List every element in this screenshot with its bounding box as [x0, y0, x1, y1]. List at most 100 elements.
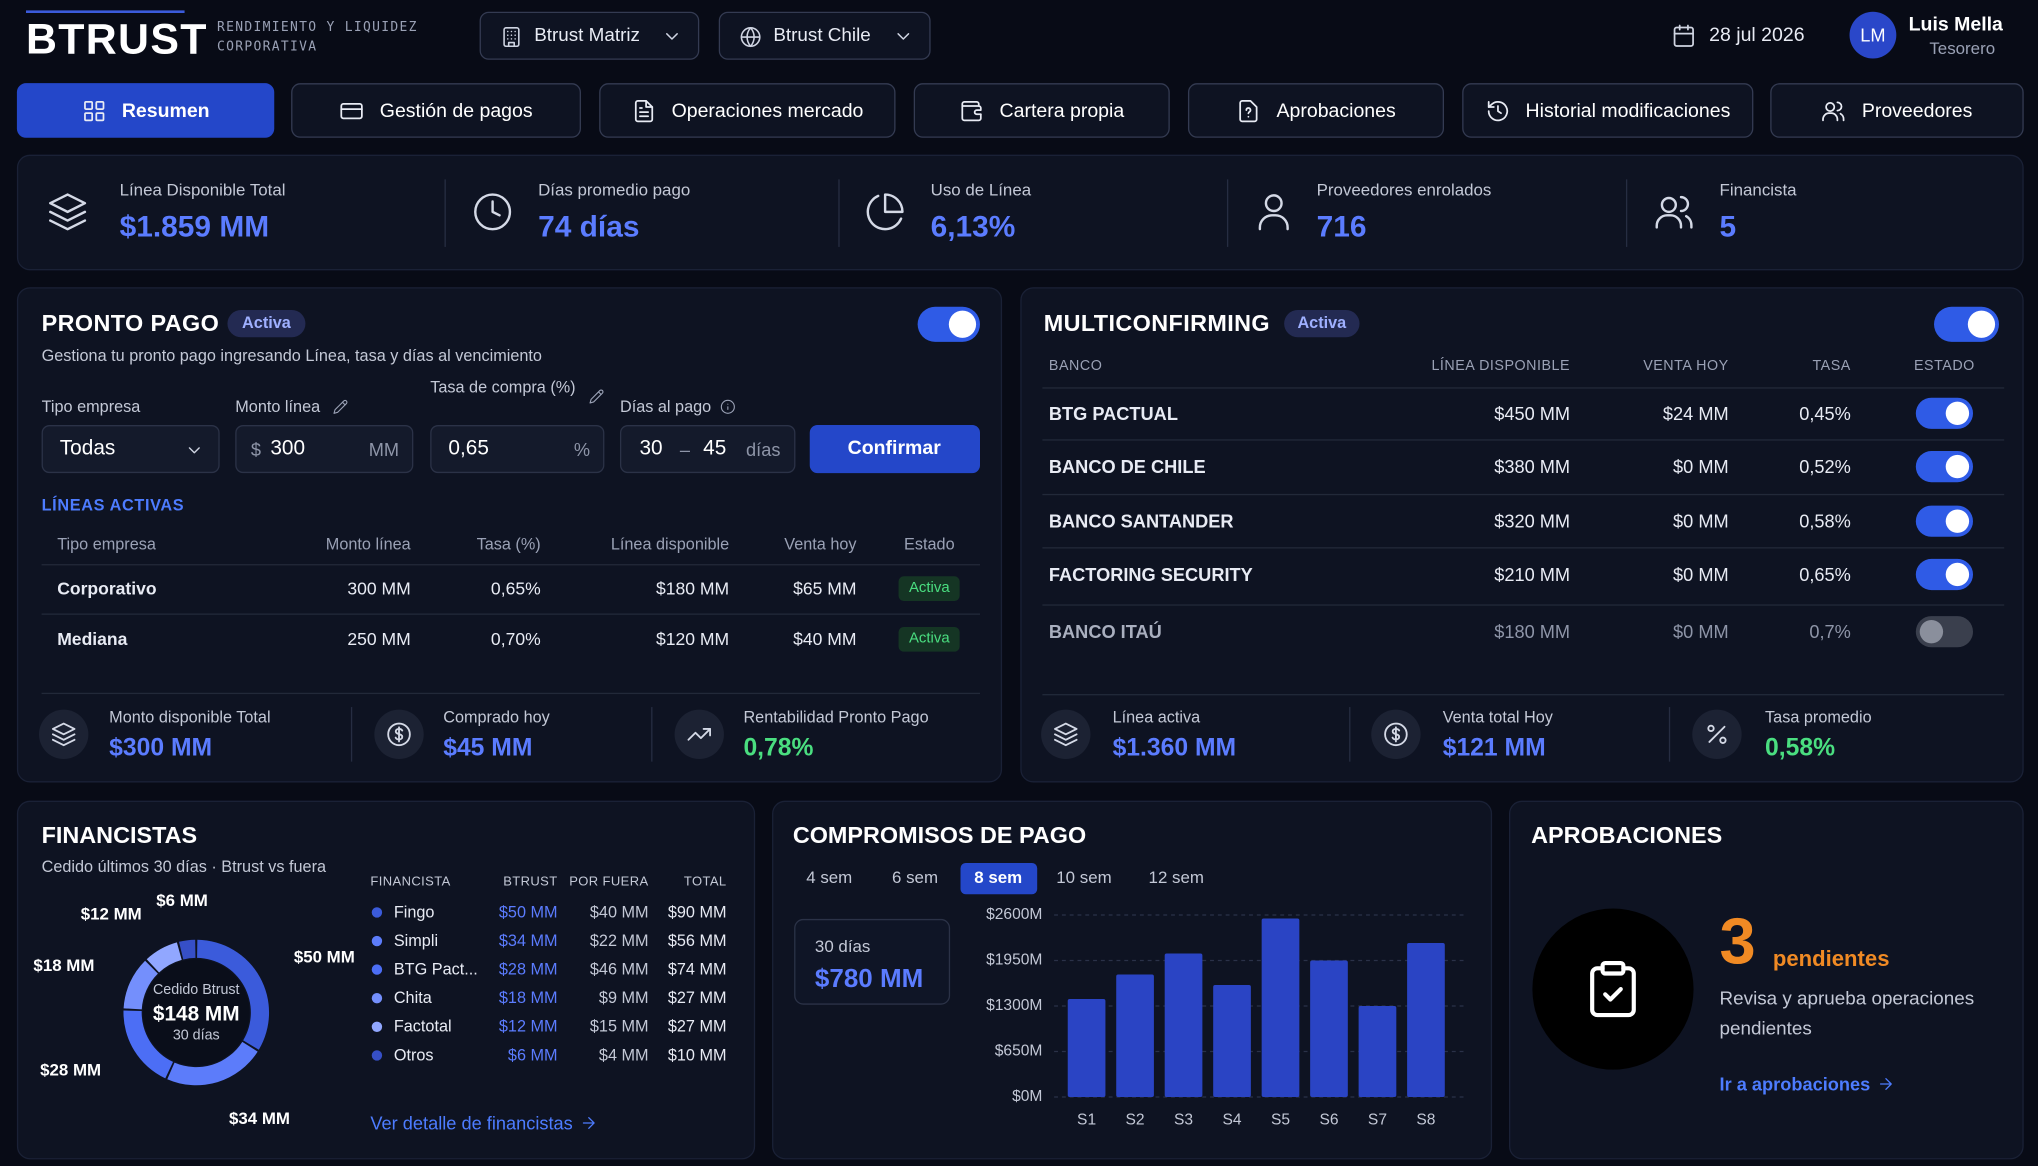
bar: [1164, 953, 1203, 1097]
column-header: Venta hoy: [784, 535, 857, 554]
arrow-icon: [582, 1117, 595, 1129]
y-tick-label: $1300M: [986, 997, 1042, 1014]
building-icon: [502, 26, 519, 47]
nav-tab[interactable]: Resumen: [16, 83, 275, 138]
column-header: TASA: [1812, 358, 1851, 374]
text-input[interactable]: 30–45 días: [619, 425, 796, 474]
stat-icon-circle: [674, 709, 724, 760]
table-cell: $120 MM: [656, 629, 730, 649]
layers-icon: [49, 193, 87, 231]
text-input[interactable]: 0,65%: [430, 425, 605, 474]
table-cell: $24 MM: [1662, 402, 1729, 424]
toggle-knob: [1919, 619, 1944, 644]
nav-tab[interactable]: Cartera propia: [913, 83, 1170, 138]
x-tick-label: S5: [1271, 1112, 1290, 1129]
icon-part: [333, 399, 348, 414]
panel-title: APROBACIONES: [1531, 822, 1723, 849]
total-amount: $27 MM: [667, 988, 727, 1008]
icon-part: [83, 100, 93, 110]
divider: [1668, 707, 1671, 762]
select-value: Todas: [59, 437, 116, 460]
icon-part: [49, 210, 87, 222]
calendar-icon: [1673, 23, 1694, 47]
bar: [1116, 974, 1154, 1097]
range-option[interactable]: 4 sem: [806, 867, 853, 888]
range-option[interactable]: 8 sem: [974, 867, 1023, 888]
icon-part: [51, 722, 76, 736]
icon-part: [1822, 111, 1839, 121]
table-cell: $380 MM: [1494, 456, 1571, 477]
icon-part: [739, 26, 760, 47]
donut-center-note: 30 días: [173, 1028, 220, 1044]
table-cell: $180 MM: [1494, 621, 1571, 643]
nav-tab[interactable]: Operaciones mercado: [599, 83, 896, 138]
table-cell: 300 MM: [347, 578, 411, 599]
toggle[interactable]: [1915, 505, 1974, 537]
legend-dot: [371, 1050, 383, 1061]
legend-dot: [371, 935, 383, 947]
icon-part: [95, 100, 105, 110]
donut-slice: [167, 1041, 258, 1086]
tab-content: Aprobaciones: [1189, 84, 1442, 136]
icon-part: [897, 33, 910, 40]
table-cell: 0,65%: [490, 578, 541, 599]
toggle[interactable]: [1934, 306, 1999, 342]
icon-part: [634, 99, 653, 122]
slice-label: $6 MM: [156, 891, 208, 910]
toggle[interactable]: [917, 306, 981, 342]
divider: [1226, 179, 1229, 247]
nav-tab[interactable]: Aprobaciones: [1187, 83, 1445, 138]
row-divider: [1042, 439, 2005, 441]
row-divider: [41, 613, 981, 615]
chevron-icon: [666, 33, 678, 40]
range-option[interactable]: 6 sem: [892, 867, 939, 888]
toggle[interactable]: [1915, 616, 1974, 648]
tab-content: Resumen: [17, 83, 274, 138]
table-cell: 0,70%: [490, 629, 541, 649]
range-option[interactable]: 10 sem: [1056, 867, 1112, 888]
avatar[interactable]: LM: [1849, 11, 1897, 59]
stat-icon-circle: [1041, 709, 1091, 760]
toggle[interactable]: [1915, 451, 1974, 483]
input-prefix: $: [250, 439, 261, 461]
history-icon: [1487, 100, 1508, 121]
toggle[interactable]: [1915, 397, 1974, 429]
approval-description: Revisa y aprueba operaciones pendientes: [1719, 989, 1975, 1040]
user-name: Luis Mella: [1908, 13, 2003, 36]
icon-circle: [1532, 908, 1694, 1070]
stat-value: $121 MM: [1442, 734, 1546, 762]
range-option[interactable]: 12 sem: [1148, 867, 1204, 888]
nav-tab[interactable]: Proveedores: [1770, 83, 2024, 138]
stat-label: Comprado hoy: [443, 708, 550, 727]
link[interactable]: Ir a aprobaciones: [1719, 1073, 1871, 1095]
compromisos-panel: COMPROMISOS DE PAGO 4 sem 6 sem 8 sem 10 sem…: [772, 800, 1493, 1160]
column-header: BANCO: [1048, 358, 1103, 374]
text-input[interactable]: $300 MM: [235, 425, 414, 474]
toggle-knob: [1945, 454, 1970, 479]
selector[interactable]: Btrust Matriz: [479, 11, 700, 60]
bar: [1358, 1005, 1397, 1097]
trend-icon: [687, 728, 712, 741]
x-tick-label: S3: [1174, 1112, 1193, 1129]
select-input[interactable]: Todas: [41, 425, 220, 474]
toggle-knob: [1945, 401, 1970, 426]
toggle[interactable]: [1915, 558, 1974, 591]
table-cell: Corporativo: [57, 578, 157, 599]
selector[interactable]: Btrust Chile: [718, 11, 931, 60]
total-amount: $10 MM: [667, 1046, 727, 1065]
column-header: VENTA HOY: [1643, 358, 1729, 374]
column-header: TOTAL: [683, 875, 727, 890]
icon-part: [866, 194, 903, 231]
column-header: Tipo empresa: [57, 535, 156, 554]
nav-tab[interactable]: Gestión de pagos: [291, 83, 581, 138]
pronto-pago-panel: PRONTO PAGO Activa Gestiona tu pronto pago…: [16, 287, 1003, 783]
nav-tab[interactable]: Historial modificaciones: [1462, 83, 1754, 138]
status-badge: Activa: [227, 309, 306, 338]
btrust-amount: $12 MM: [498, 1017, 558, 1036]
link[interactable]: Ver detalle de financistas: [370, 1112, 573, 1134]
x-tick-label: S4: [1222, 1112, 1241, 1129]
confirm-button[interactable]: Confirmar: [809, 425, 981, 474]
kpi-label: Uso de Línea: [930, 180, 1032, 200]
icon-part: [474, 193, 512, 231]
table-cell: 0,7%: [1809, 621, 1851, 643]
